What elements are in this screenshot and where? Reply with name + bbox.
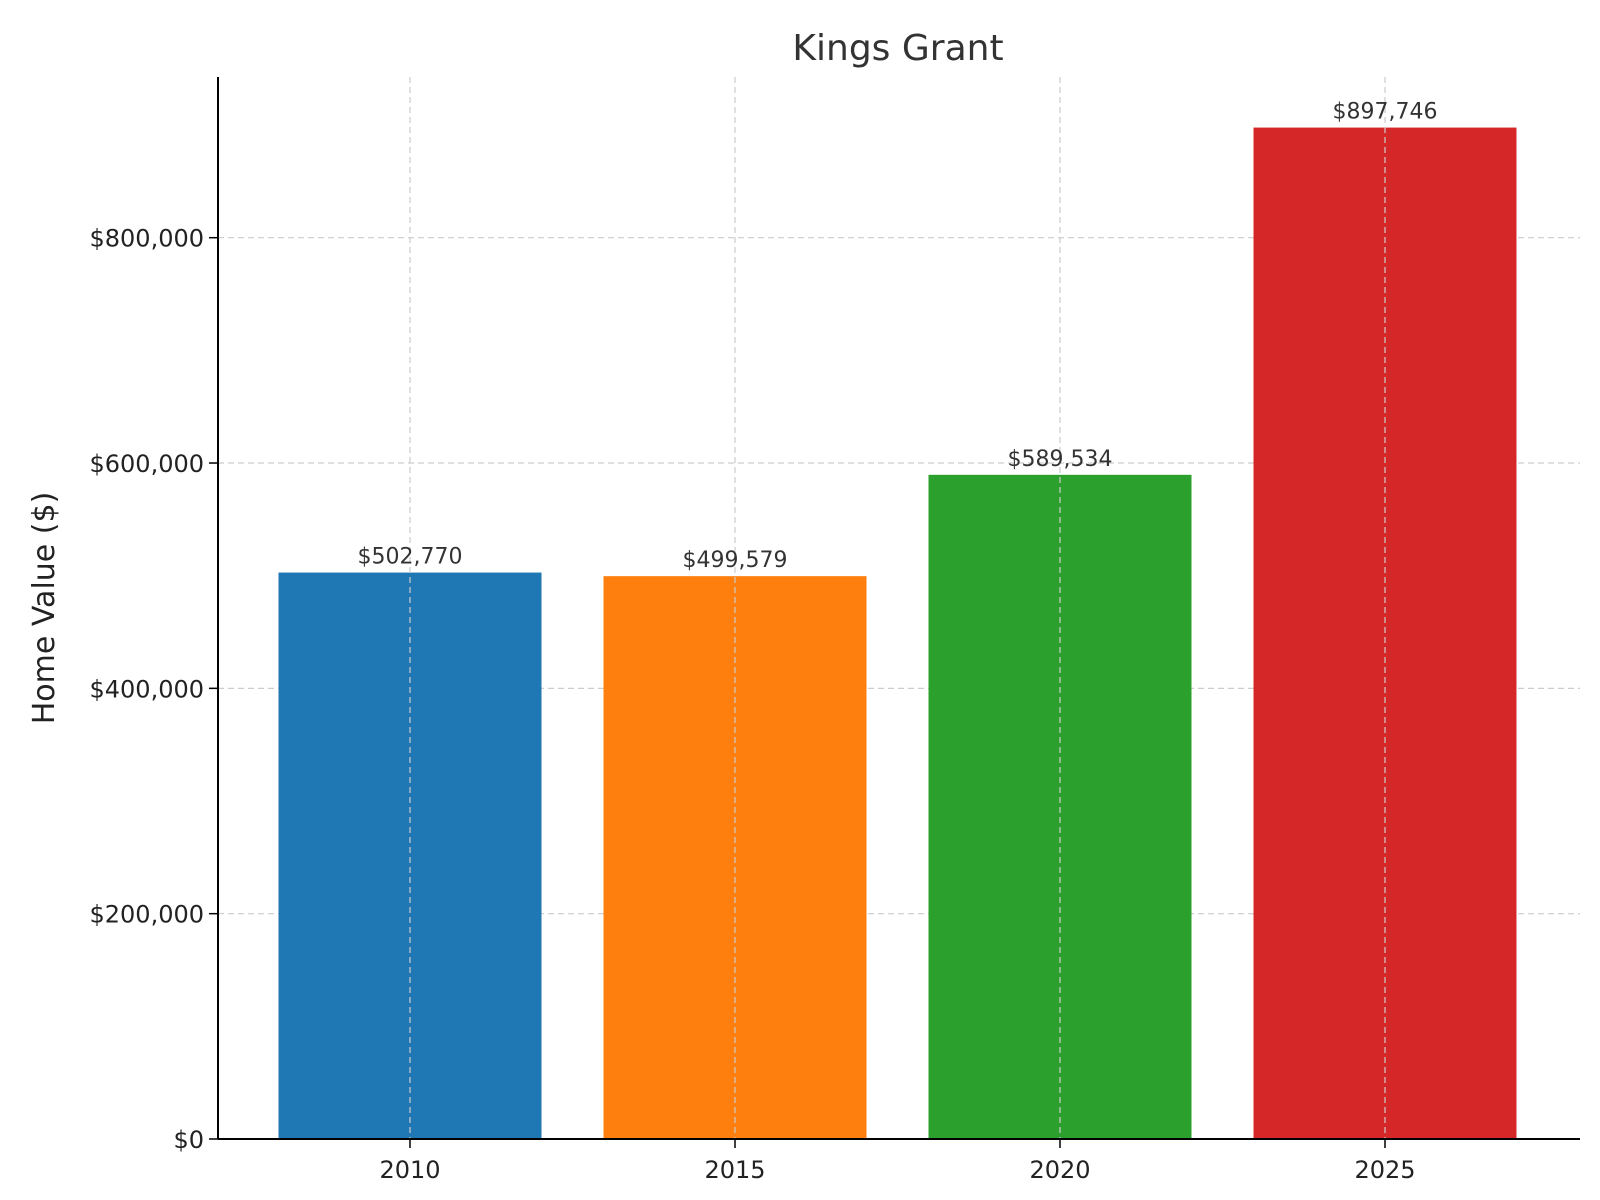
value-label-2010: $502,770: [358, 545, 463, 570]
bar-2010: [278, 572, 542, 1139]
x-tick-label-2015: 2015: [704, 1156, 765, 1184]
bars: [278, 127, 1517, 1139]
y-tick-label: $800,000: [89, 225, 204, 253]
value-label-2025: $897,746: [1333, 100, 1438, 125]
x-tick-label-2020: 2020: [1029, 1156, 1090, 1184]
tick-labels: $0 $200,000 $400,000 $600,000 $800,000 2010 20…: [89, 225, 1415, 1184]
y-tick-label: $400,000: [89, 675, 204, 703]
x-tick-label-2010: 2010: [379, 1156, 440, 1184]
vertical-grid-lines: [409, 77, 1386, 1148]
y-tick-label: $600,000: [89, 450, 204, 478]
y-axis-label: Home Value ($): [27, 492, 62, 725]
y-tick-label: $200,000: [89, 901, 204, 929]
y-tick-label: $0: [173, 1126, 204, 1154]
value-label-2015: $499,579: [683, 548, 788, 573]
value-labels: $502,770 $499,579 $589,534 $897,746: [358, 100, 1438, 574]
value-label-2020: $589,534: [1008, 447, 1113, 472]
chart-title: Kings Grant: [792, 28, 1003, 69]
x-tick-label-2025: 2025: [1354, 1156, 1415, 1184]
